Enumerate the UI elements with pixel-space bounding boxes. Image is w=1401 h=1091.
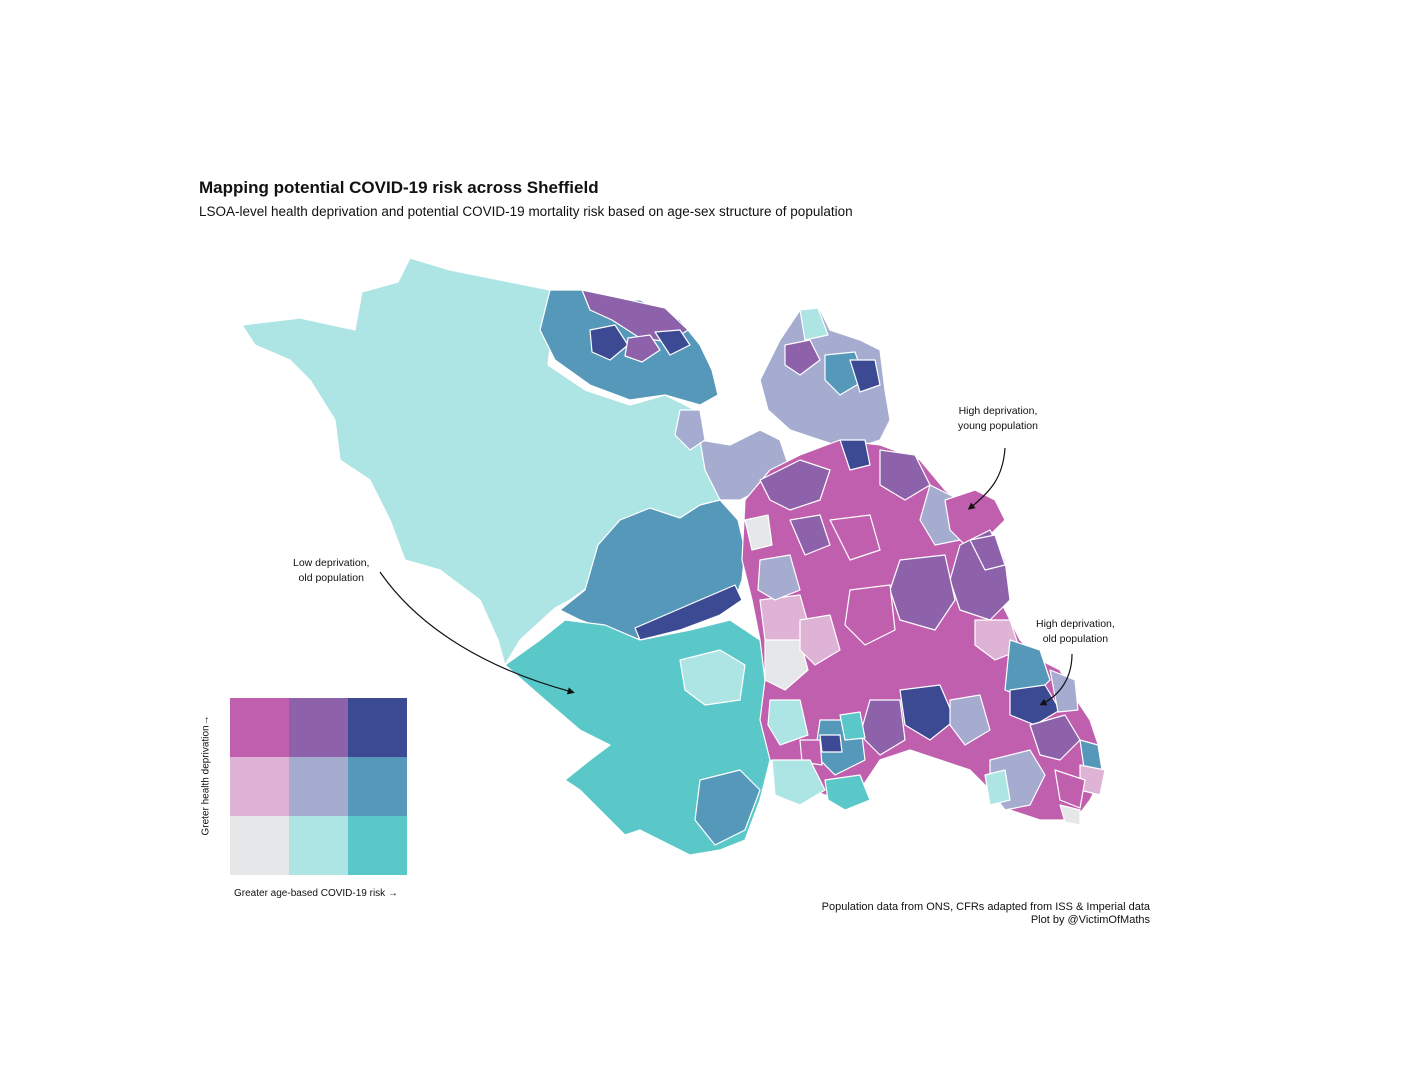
lsoa-region — [1054, 769, 1086, 809]
lsoa-region — [844, 584, 896, 646]
annotation-arrow — [379, 571, 575, 695]
legend-cell — [289, 698, 348, 757]
lsoa-region — [949, 694, 991, 746]
lsoa-region — [824, 774, 871, 811]
credit-line: Plot by @VictimOfMaths — [1030, 914, 1150, 926]
legend-cell — [289, 816, 348, 875]
lsoa-region — [1009, 684, 1061, 726]
annotation-arrow — [967, 447, 1006, 510]
lsoa-region — [799, 739, 823, 766]
lsoa-region — [799, 307, 829, 341]
legend-cell — [230, 757, 289, 816]
credit-line: Population data from ONS, CFRs adapted f… — [821, 901, 1150, 913]
legend-cell — [230, 816, 289, 875]
lsoa-region — [679, 649, 746, 706]
lsoa-region — [784, 339, 821, 376]
lsoa-region — [829, 514, 881, 561]
legend-cell — [230, 698, 289, 757]
lsoa-region — [589, 324, 629, 361]
lsoa-region — [757, 554, 801, 601]
lsoa-region — [839, 711, 866, 741]
lsoa-region — [1049, 669, 1079, 713]
legend-cell — [348, 757, 407, 816]
bivariate-legend — [230, 698, 407, 875]
annotation-high-deprivation-old: High deprivation, old population — [1036, 617, 1115, 647]
annotation-line: old population — [1042, 633, 1109, 645]
page-title: Mapping potential COVID-19 risk across S… — [199, 178, 599, 197]
lsoa-region — [789, 514, 831, 556]
lsoa-region — [969, 534, 1006, 571]
legend-x-label: Greater age-based COVID-19 risk → — [234, 888, 398, 899]
page-subtitle: LSOA-level health deprivation and potent… — [199, 204, 853, 219]
annotation-line: young population — [958, 420, 1038, 432]
lsoa-region — [799, 614, 841, 666]
lsoa-region — [1029, 714, 1081, 761]
lsoa-region — [674, 409, 706, 451]
lsoa-region — [984, 769, 1011, 806]
lsoa-region — [1059, 804, 1081, 826]
annotation-line: old population — [298, 572, 364, 584]
annotation-arrow — [1039, 653, 1073, 706]
annotation-line: High deprivation, — [958, 405, 1038, 417]
lsoa-region — [839, 439, 871, 471]
legend-cell — [348, 698, 407, 757]
lsoa-region — [879, 449, 931, 501]
lsoa-region — [819, 734, 843, 753]
lsoa-region — [694, 769, 761, 846]
lsoa-region — [764, 639, 809, 691]
source-credit: Population data from ONS, CFRs adapted f… — [822, 901, 1150, 927]
legend-y-label: Greter health deprivation→ — [200, 715, 212, 836]
legend-cell — [348, 816, 407, 875]
lsoa-region — [767, 699, 809, 746]
lsoa-region — [771, 759, 826, 806]
annotation-low-deprivation-old: Low deprivation, old population — [293, 556, 369, 586]
annotation-line: High deprivation, — [1036, 618, 1115, 630]
lsoa-region — [899, 684, 956, 741]
lsoa-region — [759, 459, 831, 511]
lsoa-region — [624, 334, 661, 363]
annotation-line: Low deprivation, — [293, 557, 370, 569]
legend-cell — [289, 757, 348, 816]
lsoa-region — [654, 329, 691, 356]
annotation-high-deprivation-young: High deprivation, young population — [958, 404, 1038, 434]
lsoa-region — [849, 359, 881, 393]
lsoa-region — [744, 514, 773, 551]
